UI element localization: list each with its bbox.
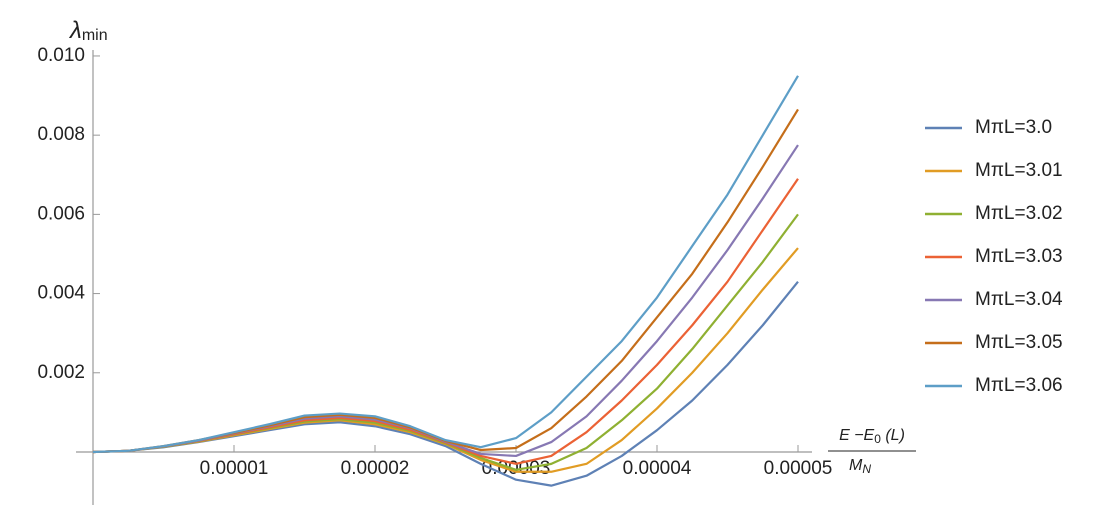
x-label-num-tail: (L) xyxy=(881,427,905,444)
legend-label: MπL=3.05 xyxy=(975,332,1063,353)
x-tick-label: 0.00001 xyxy=(200,458,269,479)
x-tick-label: 0.00002 xyxy=(341,458,410,479)
series-line xyxy=(92,213,799,471)
legend-label: MπL=3.0 xyxy=(975,117,1052,138)
y-label-main: λ xyxy=(68,17,82,44)
series-line xyxy=(92,144,799,458)
legend-label: MπL=3.03 xyxy=(975,246,1063,267)
x-tick-label: 0.00005 xyxy=(764,458,833,479)
legend-label: MπL=3.04 xyxy=(975,289,1063,310)
y-tick-label: 0.010 xyxy=(37,45,85,66)
legend-label: MπL=3.06 xyxy=(975,375,1063,396)
x-label-numerator: E −E0 (L) xyxy=(839,427,905,446)
series-line xyxy=(92,280,799,487)
x-tick-label: 0.00004 xyxy=(623,458,692,479)
x-label-den-main: M xyxy=(849,457,863,474)
series-line xyxy=(92,178,799,465)
series-line xyxy=(92,247,799,473)
y-tick-label: 0.004 xyxy=(37,283,85,304)
y-label-sub: min xyxy=(82,27,108,44)
x-axis-label: E −E0 (L) MN xyxy=(828,427,916,476)
x-label-num-main: E −E xyxy=(839,427,874,444)
y-tick-label: 0.008 xyxy=(37,124,85,145)
x-label-den-sub: N xyxy=(862,462,871,476)
legend-label: MπL=3.02 xyxy=(975,203,1063,224)
series-line xyxy=(92,75,799,454)
x-label-num-sub: 0 xyxy=(874,432,881,446)
x-label-denominator: MN xyxy=(849,457,871,476)
y-tick-label: 0.006 xyxy=(37,203,85,224)
y-axis-label: λmin xyxy=(68,17,108,44)
legend-label: MπL=3.01 xyxy=(975,160,1063,181)
y-tick-label: 0.002 xyxy=(37,362,85,383)
